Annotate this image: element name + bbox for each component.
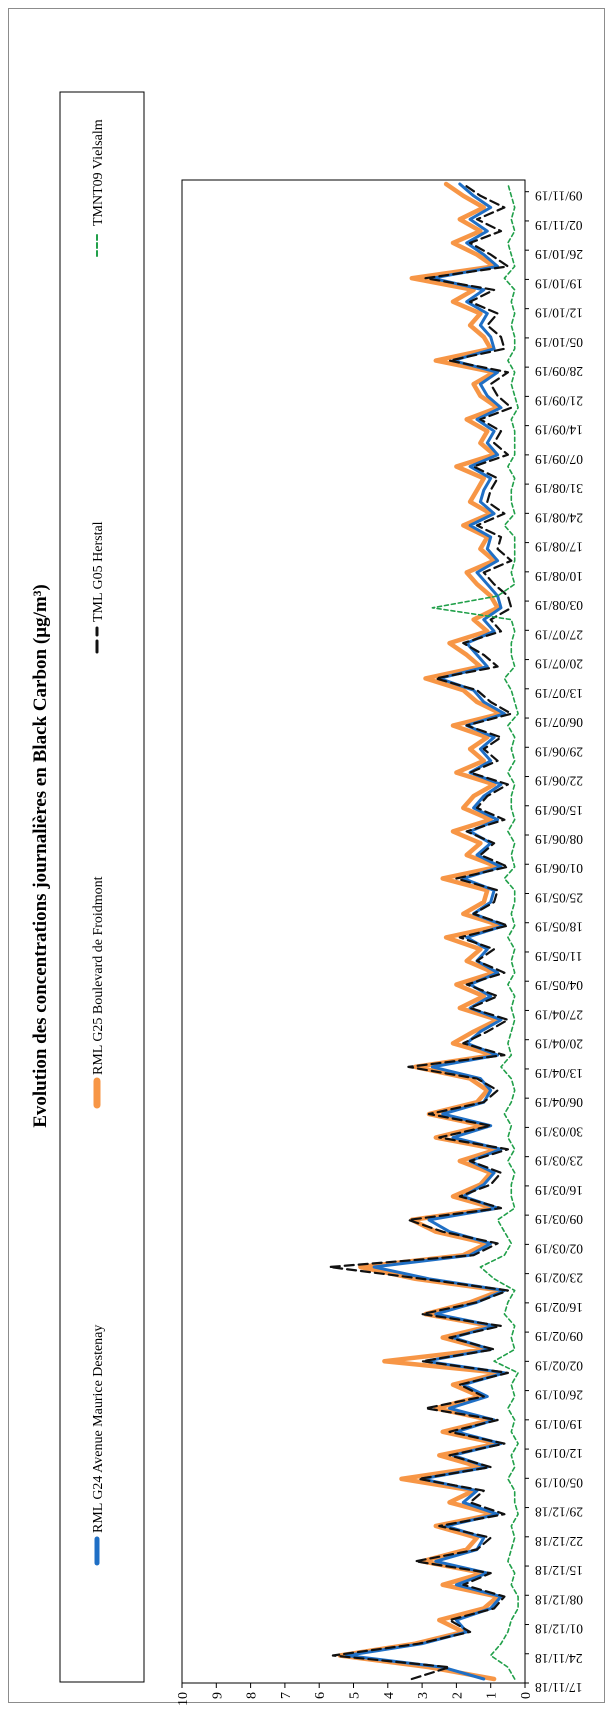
y-tick-label: 1: [485, 1692, 500, 1699]
x-tick-label: 09/02/19: [535, 1329, 583, 1344]
y-tick-label: 8: [245, 1692, 260, 1699]
x-tick-label: 28/09/19: [535, 364, 583, 379]
series-line: [345, 182, 506, 1681]
x-tick-label: 03/08/19: [535, 598, 583, 613]
x-tick-label: 31/08/19: [535, 481, 583, 496]
x-tick-label: 23/02/19: [535, 1271, 583, 1286]
x-tick-label: 06/07/19: [535, 715, 583, 730]
x-tick-label: 02/11/19: [535, 218, 583, 233]
x-tick-label: 01/12/18: [535, 1622, 583, 1637]
x-tick-label: 27/04/19: [535, 1007, 583, 1022]
x-tick-label: 06/04/19: [535, 1095, 583, 1110]
x-tick-label: 18/05/19: [535, 920, 583, 935]
x-tick-label: 17/08/19: [535, 540, 583, 555]
x-tick-label: 14/09/19: [535, 423, 583, 438]
legend-label: RML G24 Avenue Maurice Destenay: [91, 1325, 106, 1533]
x-tick-label: 19/01/19: [535, 1417, 583, 1432]
x-tick-label: 02/03/19: [535, 1241, 583, 1256]
x-tick-label: 05/10/19: [535, 335, 583, 350]
x-tick-label: 01/06/19: [535, 861, 583, 876]
x-tick-label: 15/12/18: [535, 1563, 583, 1578]
x-tick-label: 02/02/19: [535, 1358, 583, 1373]
x-tick-label: 10/08/19: [535, 569, 583, 584]
x-tick-label: 22/12/18: [535, 1534, 583, 1549]
x-tick-label: 13/07/19: [535, 686, 583, 701]
x-tick-label: 29/12/18: [535, 1505, 583, 1520]
x-tick-label: 15/06/19: [535, 803, 583, 818]
x-tick-label: 07/09/19: [535, 452, 583, 467]
series-line: [337, 181, 504, 1682]
x-tick-label: 20/04/19: [535, 1037, 583, 1052]
x-tick-label: 20/07/19: [535, 657, 583, 672]
x-tick-label: 24/08/19: [535, 510, 583, 525]
x-tick-label: 27/07/19: [535, 627, 583, 642]
series-line: [431, 183, 519, 1680]
x-tick-label: 25/05/19: [535, 890, 583, 905]
legend-label: TMNT09 Vielsalm: [91, 119, 106, 226]
x-tick-label: 11/05/19: [535, 949, 583, 964]
x-tick-label: 16/03/19: [535, 1183, 583, 1198]
x-tick-label: 29/06/19: [535, 744, 583, 759]
x-tick-label: 26/01/19: [535, 1388, 583, 1403]
y-tick-label: 0: [519, 1692, 534, 1699]
x-tick-label: 12/10/19: [535, 306, 583, 321]
y-tick-label: 10: [176, 1692, 191, 1706]
x-tick-label: 19/10/19: [535, 276, 583, 291]
y-tick-label: 3: [416, 1692, 431, 1699]
x-tick-label: 22/06/19: [535, 774, 583, 789]
x-tick-label: 24/11/18: [535, 1651, 583, 1666]
chart-frame: [8, 8, 605, 1703]
chart-rotated-group: Evolution des concentrations journalière…: [30, 91, 583, 1706]
x-tick-label: 21/09/19: [535, 393, 583, 408]
y-tick-label: 2: [450, 1692, 465, 1699]
x-tick-label: 17/11/18: [535, 1680, 583, 1695]
x-tick-label: 05/01/19: [535, 1475, 583, 1490]
x-tick-label: 23/03/19: [535, 1154, 583, 1169]
legend-box: [59, 91, 145, 1683]
x-tick-label: 09/11/19: [535, 189, 583, 204]
y-tick-label: 5: [348, 1692, 363, 1699]
x-tick-label: 12/01/19: [535, 1446, 583, 1461]
legend-label: RML G25 Boulevard de Froidmont: [91, 876, 106, 1075]
x-tick-label: 13/04/19: [535, 1066, 583, 1081]
legend-label: TML G05 Herstal: [91, 521, 106, 622]
x-tick-label: 09/03/19: [535, 1212, 583, 1227]
x-tick-label: 08/06/19: [535, 832, 583, 847]
y-tick-label: 7: [279, 1692, 294, 1699]
y-tick-label: 9: [210, 1692, 225, 1699]
x-tick-label: 08/12/18: [535, 1592, 583, 1607]
chart-title: Evolution des concentrations journalière…: [30, 584, 51, 1128]
y-tick-label: 6: [313, 1692, 328, 1699]
x-tick-label: 16/02/19: [535, 1300, 583, 1315]
x-tick-label: 04/05/19: [535, 978, 583, 993]
x-tick-label: 30/03/19: [535, 1124, 583, 1139]
x-tick-label: 26/10/19: [535, 247, 583, 262]
series-line: [328, 182, 513, 1681]
y-tick-label: 4: [382, 1692, 397, 1699]
